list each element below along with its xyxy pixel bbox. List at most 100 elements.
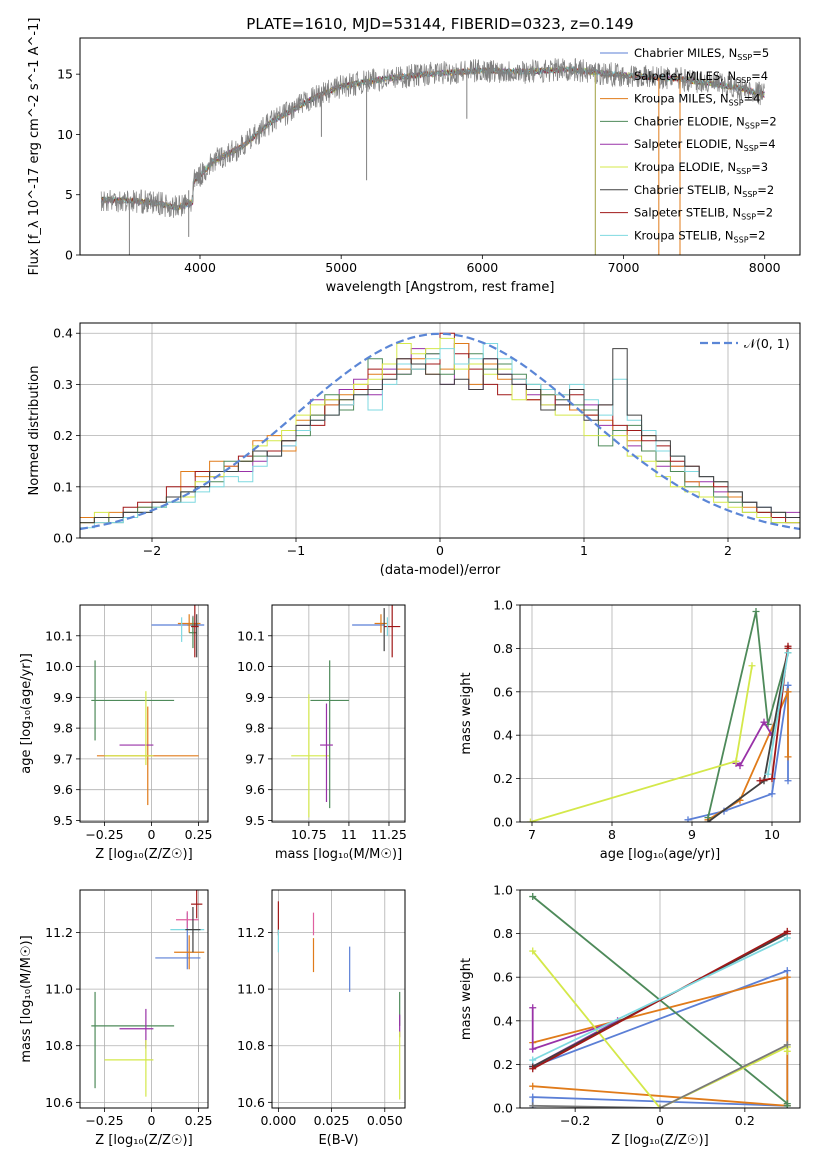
x-tick-label: 0.025	[314, 1113, 350, 1128]
x-axis-label: wavelength [Angstrom, rest frame]	[326, 280, 555, 295]
axes-frame	[79, 604, 209, 823]
chart-age_vs_mass: 10.75 11 11.25 9.5 9.6 9.7 9.8 9.9 10.0 10.1 mass …	[237, 604, 407, 862]
x-tick-label: 0.2	[735, 1113, 755, 1128]
legend-subscript: SSP	[736, 167, 751, 176]
plot-area	[80, 605, 208, 822]
weight-marker	[760, 718, 768, 726]
x-tick-label: 0	[436, 543, 444, 558]
legend-label: Salpeter STELIB, N	[634, 206, 741, 220]
x-axis-label: Z [log₁₀(Z/Z☉)]	[95, 1133, 192, 1148]
x-tick-label: −1	[287, 543, 305, 558]
legend-label: Chabrier ELODIE, N	[634, 114, 745, 128]
y-tick-label: 9.9	[245, 690, 265, 705]
data-spectrum-line	[100, 57, 765, 218]
weight-marker	[768, 775, 776, 783]
weight-marker	[752, 608, 760, 616]
axes-frame	[79, 37, 801, 256]
axes-frame	[519, 889, 801, 1109]
x-tick-label: −0.25	[85, 827, 123, 842]
legend-label: Salpeter MILES, N	[634, 69, 736, 83]
y-tick-label: 10.6	[237, 1095, 265, 1110]
legend-label: Chabrier STELIB, N	[634, 183, 742, 197]
chart-mass_vs_Z: −0.25 0 0.25 10.6 10.8 11.0 11.2 Z [log₁₀(Z/Z☉)…	[19, 889, 213, 1148]
weight-marker	[529, 1065, 537, 1073]
weight-series-line	[532, 937, 788, 1061]
weight-marker	[783, 1102, 791, 1108]
weight-series-line	[767, 652, 789, 775]
y-tick-label: 10.1	[237, 628, 265, 643]
plot-area	[520, 890, 800, 1108]
legend-entry: Kroupa ELODIE, NSSP=3	[634, 160, 768, 176]
normal-distribution-curve	[80, 332, 800, 531]
weight-marker	[784, 777, 792, 785]
plot-area	[272, 890, 405, 1108]
x-tick-label: −0.2	[560, 1113, 590, 1128]
chart-age_vs_Z: −0.25 0 0.25 9.5 9.6 9.7 9.8 9.9 10.0 10.1 Z [log₁…	[19, 604, 213, 862]
x-tick-label: 0	[148, 1113, 156, 1128]
weight-series-line	[735, 720, 773, 767]
y-tick-label: 9.8	[245, 721, 265, 736]
y-tick-label: 9.7	[245, 751, 265, 766]
y-tick-label: 10.8	[45, 1038, 73, 1053]
legend-label: Kroupa ELODIE, N	[634, 160, 736, 174]
weight-marker	[529, 893, 537, 901]
x-tick-label: −0.25	[85, 1113, 123, 1128]
x-tick-label: 0	[656, 1113, 664, 1128]
y-tick-label: 0.6	[493, 970, 513, 985]
y-tick-label: 9.9	[53, 690, 73, 705]
legend-subscript: SSP	[736, 76, 751, 85]
x-tick-label: 0.000	[260, 1113, 296, 1128]
weight-marker	[704, 818, 712, 822]
y-tick-label: 10.0	[237, 659, 265, 674]
legend-subscript: SSP	[742, 190, 757, 199]
legend-entry: Salpeter ELODIE, NSSP=4	[634, 137, 776, 153]
y-tick-label: 9.8	[53, 721, 73, 736]
weight-marker	[784, 688, 792, 696]
legend-suffix: =2	[749, 228, 766, 242]
y-tick-label: 0.4	[493, 728, 513, 743]
weight-marker	[529, 1004, 537, 1012]
legend-entry: Chabrier MILES, NSSP=5	[634, 46, 769, 62]
axes-frame	[271, 889, 406, 1109]
weight-marker	[656, 1104, 664, 1108]
x-tick-label: 4000	[184, 260, 216, 275]
weight-marker	[783, 973, 791, 981]
legend-suffix: =3	[751, 160, 768, 174]
legend-suffix: =2	[757, 183, 774, 197]
x-tick-label: 2	[724, 543, 732, 558]
y-tick-label: 11.2	[45, 925, 73, 940]
weight-marker	[784, 681, 792, 689]
x-tick-label: 0.25	[185, 1113, 213, 1128]
y-tick-label: 0.8	[493, 641, 513, 656]
y-axis-label: mass weight	[459, 672, 474, 754]
weight-marker	[684, 816, 692, 822]
legend-suffix: =4	[759, 137, 776, 151]
x-tick-label: 10	[764, 827, 780, 842]
weight-marker	[529, 1045, 537, 1053]
x-tick-label: 0.050	[367, 1113, 403, 1128]
legend-label: Chabrier MILES, N	[634, 46, 737, 60]
x-tick-label: −2	[143, 543, 161, 558]
y-tick-label: 0.1	[53, 479, 73, 494]
weight-marker	[529, 947, 537, 955]
y-axis-label: age [log₁₀(age/yr)]	[19, 653, 34, 774]
plot-area	[100, 57, 765, 255]
axes-frame	[519, 604, 801, 823]
y-tick-label: 9.5	[53, 813, 73, 828]
legend-suffix: =5	[752, 46, 769, 60]
weight-marker	[736, 762, 744, 770]
y-tick-label: 10	[57, 127, 73, 142]
legend-subscript: SSP	[729, 99, 744, 108]
y-tick-label: 5	[65, 187, 73, 202]
weight-marker	[784, 753, 792, 761]
weight-marker	[783, 1041, 791, 1049]
histogram-series	[80, 348, 800, 524]
legend-label: Kroupa STELIB, N	[634, 228, 734, 242]
y-tick-label: 0.0	[493, 815, 513, 830]
plot-area	[80, 890, 208, 1108]
weight-marker	[529, 1093, 537, 1101]
y-tick-label: 10.8	[237, 1038, 265, 1053]
weight-marker	[784, 649, 792, 657]
x-tick-label: 0.25	[185, 827, 213, 842]
y-axis-label: mass [log₁₀(M/M☉)]	[19, 935, 34, 1062]
